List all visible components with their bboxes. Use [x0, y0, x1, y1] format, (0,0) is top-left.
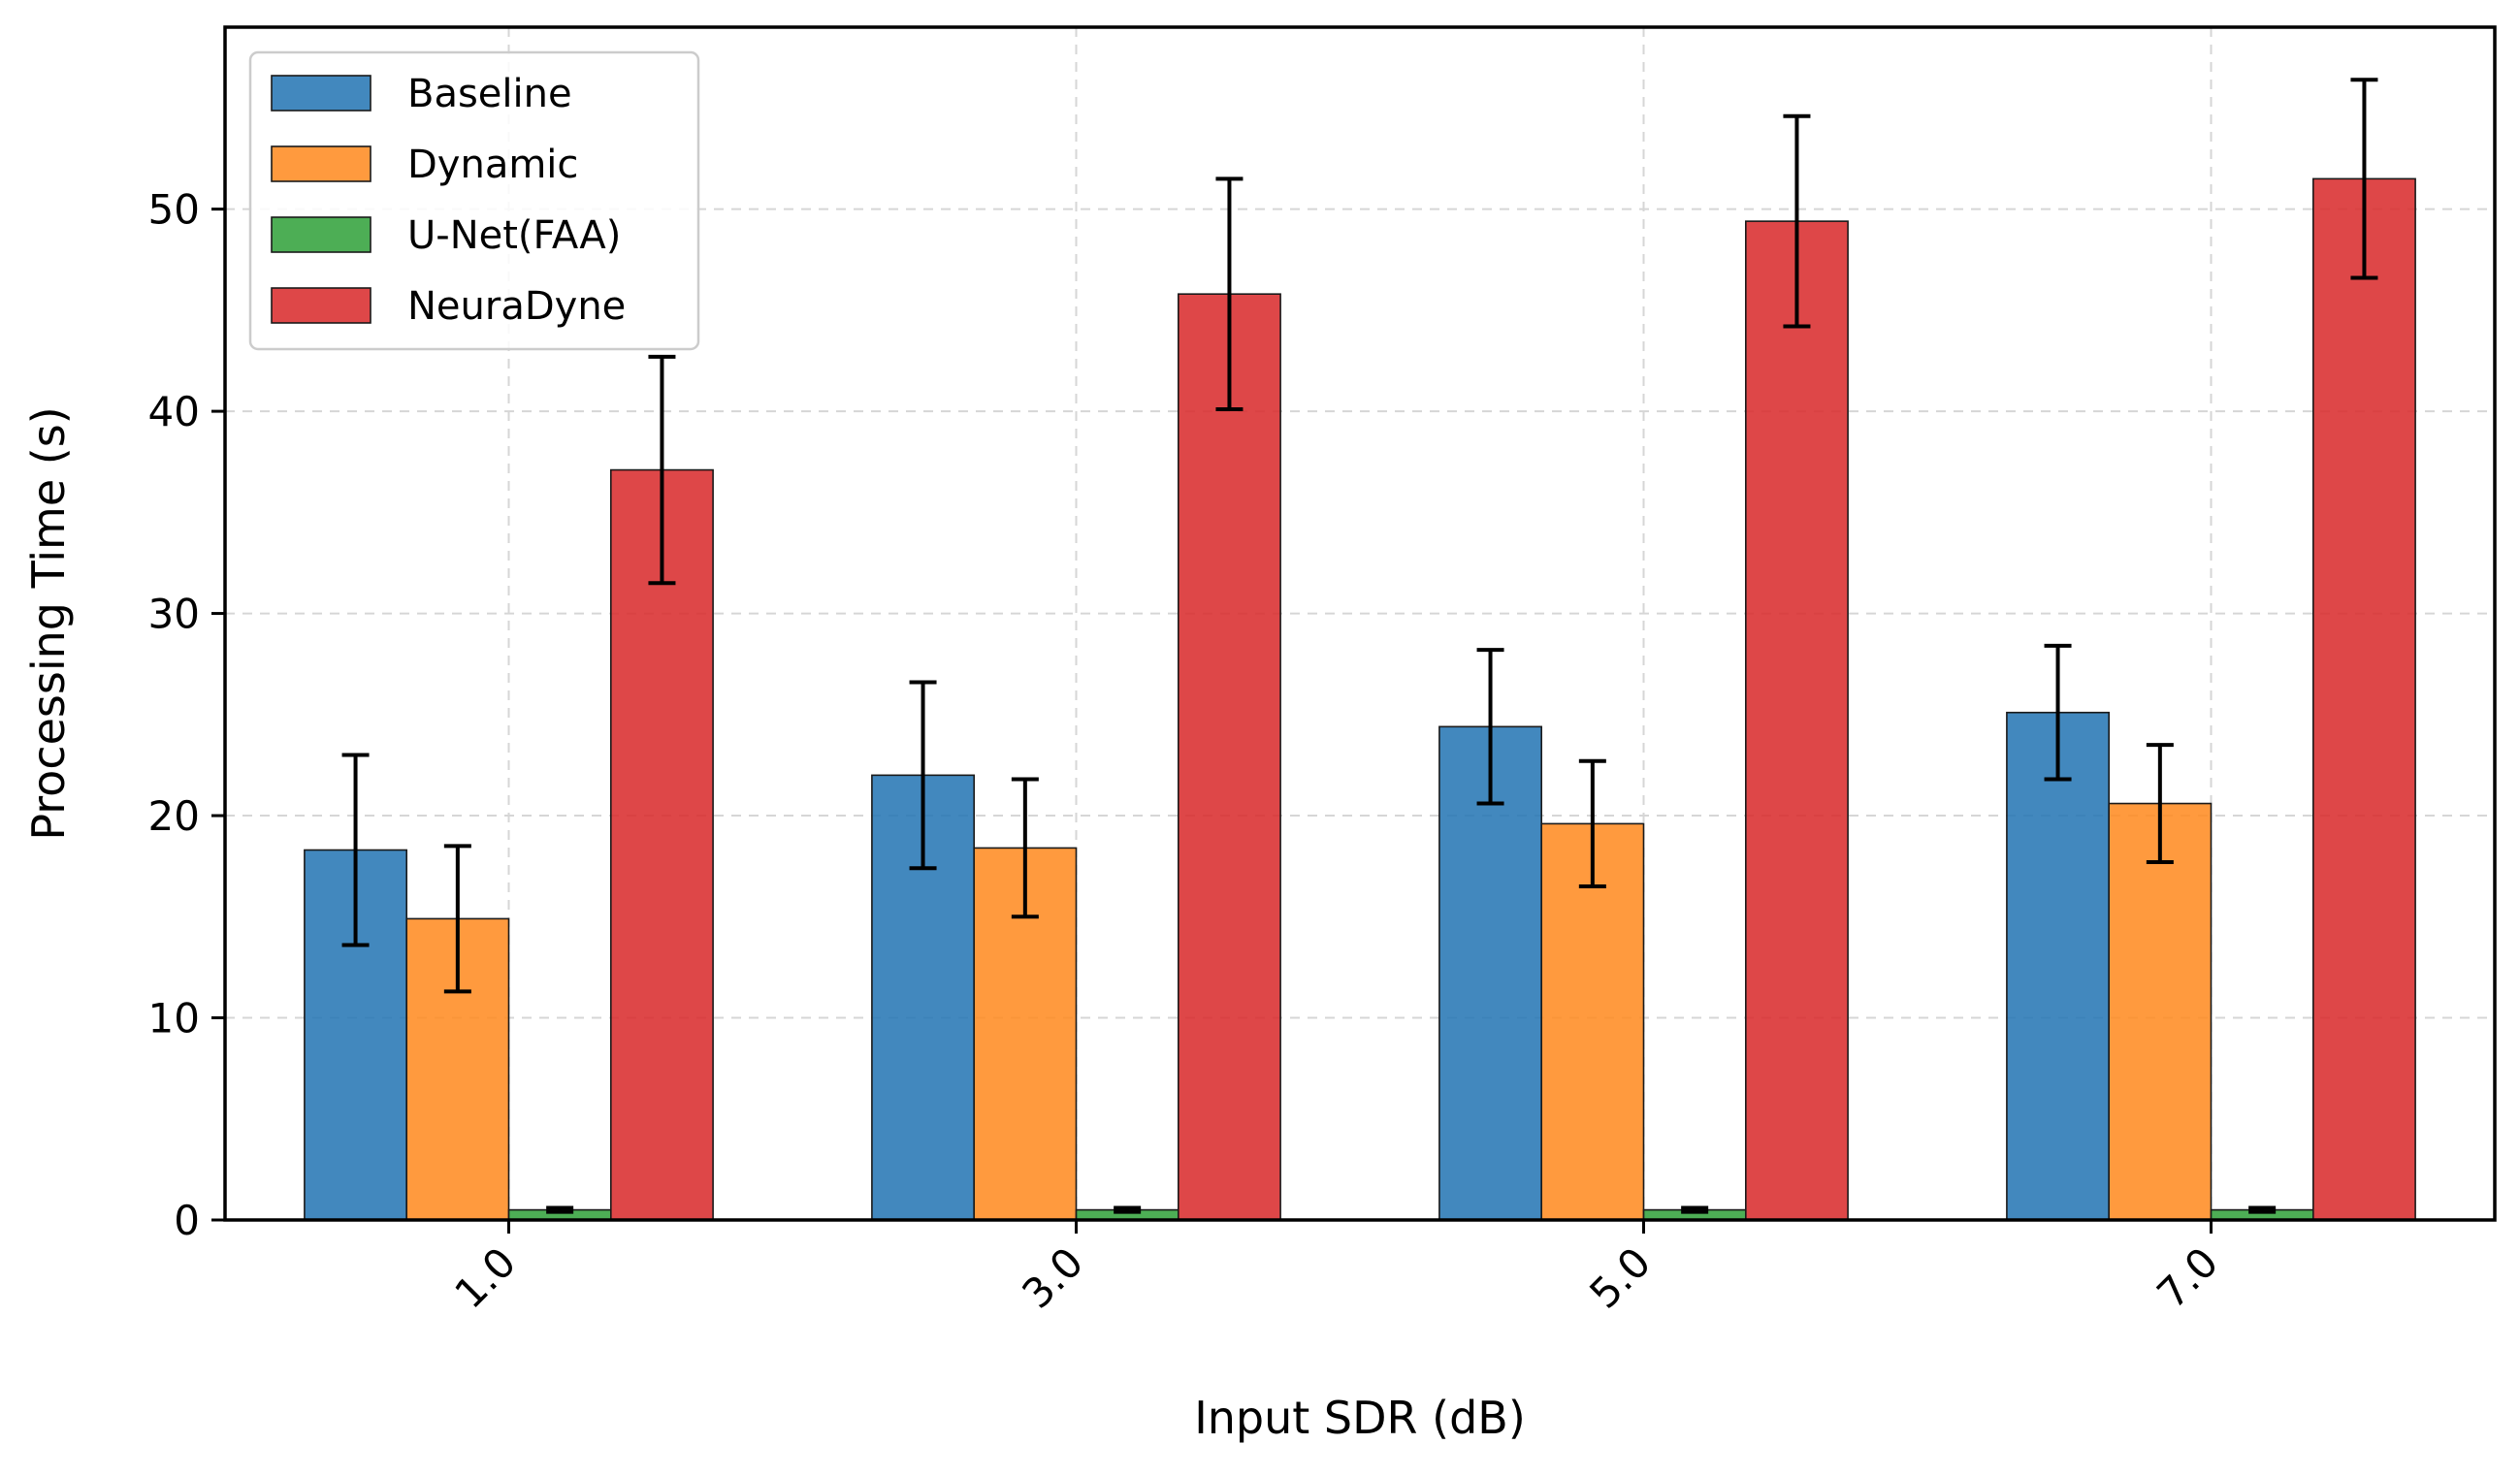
- x-axis-label: Input SDR (dB): [1194, 1392, 1526, 1444]
- plot-frame: [223, 25, 2497, 1222]
- x-axis-ticks: 1.0 3.0 5.0 7.0: [445, 1220, 2227, 1318]
- bar-baseline: [1438, 725, 1543, 1221]
- bar-baseline: [2006, 711, 2110, 1221]
- legend-swatch-neuradyne: [271, 287, 372, 324]
- bar-neuradyne: [609, 468, 714, 1221]
- legend-label-neuradyne: NeuraDyne: [407, 284, 626, 329]
- error-bars: [341, 78, 2378, 1214]
- legend-label-dynamic: Dynamic: [407, 143, 578, 187]
- bar-dynamic: [2108, 802, 2213, 1221]
- x-tick-label: 3.0: [1013, 1238, 1092, 1318]
- y-tick-label: 50: [148, 186, 200, 234]
- bar-neuradyne: [1745, 220, 1849, 1221]
- legend: Baseline Dynamic U-Net(FAA) NeuraDyne: [248, 50, 700, 351]
- legend-swatch-dynamic: [271, 145, 372, 182]
- legend-frame: [248, 50, 700, 351]
- legend-swatch-u-net-faa: [271, 216, 372, 253]
- y-tick-label: 0: [174, 1197, 200, 1244]
- y-axis-label: Processing Time (s): [22, 406, 75, 840]
- legend-swatch-baseline: [271, 75, 372, 112]
- x-tick-label: 7.0: [2148, 1238, 2227, 1318]
- x-tick-label: 1.0: [445, 1238, 525, 1318]
- y-axis-ticks: 0 10 20 30 40 50: [148, 186, 225, 1244]
- bar-neuradyne: [2312, 177, 2416, 1221]
- x-tick-label: 5.0: [1580, 1238, 1660, 1318]
- y-tick-label: 10: [148, 995, 200, 1043]
- bar-dynamic: [1540, 822, 1645, 1221]
- y-tick-label: 20: [148, 792, 200, 840]
- legend-label-baseline: Baseline: [407, 72, 572, 116]
- bar-neuradyne: [1178, 293, 1281, 1221]
- y-tick-label: 30: [148, 591, 200, 638]
- y-tick-label: 40: [148, 388, 200, 435]
- legend-label-u-net-faa: U-Net(FAA): [407, 213, 621, 258]
